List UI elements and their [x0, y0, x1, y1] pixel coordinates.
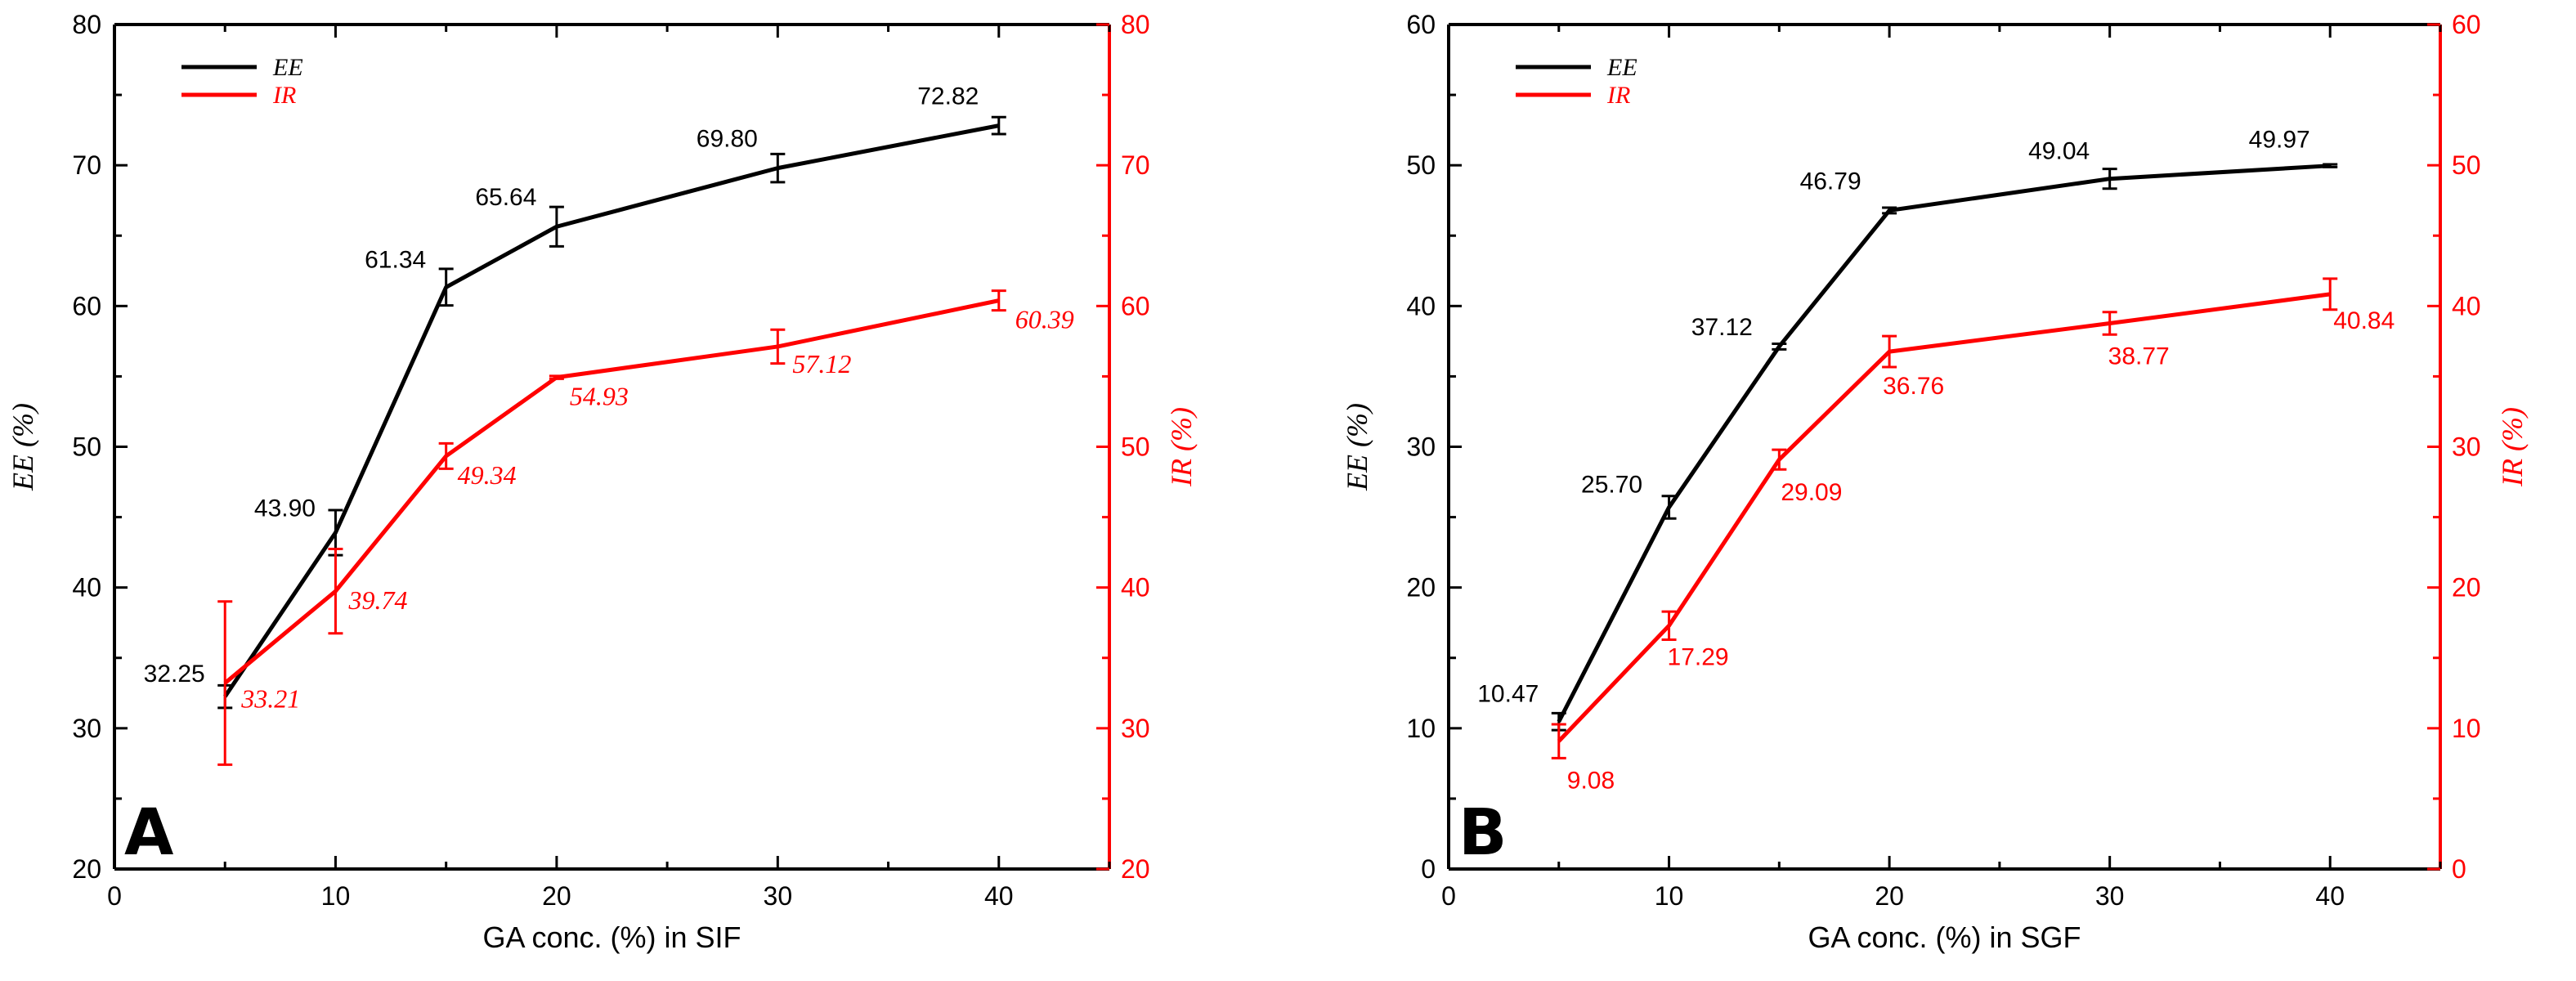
y-tick-label-left: 60: [1406, 10, 1436, 39]
data-label-ir: 33.21: [240, 684, 300, 714]
y-tick-label-right: 20: [1121, 854, 1150, 884]
y-axis-title-right: IR (%): [2496, 407, 2529, 487]
y-axis-title-left: EE (%): [1341, 403, 1373, 491]
y-tick-label-right: 30: [1121, 714, 1150, 743]
data-label-ir: 29.09: [1781, 479, 1842, 506]
y-tick-label-right: 20: [2452, 573, 2481, 602]
y-tick-label-left: 10: [1406, 714, 1436, 743]
y-tick-label-right: 30: [2452, 432, 2481, 462]
y-tick-label-right: 50: [2452, 150, 2481, 180]
legend-label-ir: IR: [1606, 82, 1630, 109]
y-tick-label-right: 10: [2452, 714, 2481, 743]
panel-b: 0 10 20 30 40 0 10 20 30 40 50 60 0 10 20 30 40 50 60 GA co…: [1341, 10, 2529, 954]
y-tick-label-right: 60: [1121, 291, 1150, 320]
series-line-ee: [1557, 164, 2331, 723]
panel-letter: B: [1458, 796, 1507, 870]
y-tick-label-left: 50: [1406, 150, 1436, 180]
y-tick-label-left: 30: [72, 714, 101, 743]
data-label-ee: 49.04: [2028, 138, 2090, 165]
series-line-ir: [223, 298, 1000, 685]
data-label-ir: 54.93: [570, 382, 629, 411]
data-label-ir: 17.29: [1668, 643, 1729, 670]
panel-letter: A: [124, 796, 173, 870]
x-tick-label: 30: [764, 881, 793, 911]
y-tick-label-right: 40: [1121, 573, 1150, 602]
data-label-ee: 32.25: [144, 661, 205, 688]
y-tick-label-left: 40: [72, 573, 101, 602]
x-tick-label: 30: [2095, 881, 2125, 911]
x-tick-label: 0: [107, 881, 122, 911]
x-tick-label: 0: [1441, 881, 1456, 911]
legend-label-ir: IR: [272, 82, 296, 109]
y-tick-label-left: 30: [1406, 432, 1436, 462]
y-tick-label-left: 20: [72, 854, 101, 884]
x-tick-label: 40: [984, 881, 1014, 911]
data-label-ee: 69.80: [697, 126, 758, 153]
x-axis-title: GA conc. (%) in SGF: [1808, 921, 2081, 954]
y-tick-label-left: 40: [1406, 291, 1436, 320]
y-axis-title-right: IR (%): [1165, 407, 1198, 487]
panel-a: 0 10 20 30 40 20 30 40 50 60 70 80 20 30 40 50 60 70 80 GA …: [7, 10, 1198, 954]
y-tick-label-left: 60: [72, 291, 101, 320]
y-tick-label-left: 0: [1421, 854, 1436, 884]
data-label-ee: 25.70: [1581, 472, 1642, 499]
data-label-ir: 9.08: [1567, 768, 1615, 795]
data-label-ee: 46.79: [1800, 168, 1861, 195]
data-label-ir: 36.76: [1883, 373, 1944, 400]
y-tick-label-right: 80: [1121, 10, 1150, 39]
series-line-ee: [223, 123, 1000, 698]
data-label-ir: 60.39: [1015, 305, 1074, 334]
x-tick-label: 10: [1655, 881, 1684, 911]
x-axis-title: GA conc. (%) in SIF: [482, 921, 741, 954]
x-tick-label: 10: [321, 881, 351, 911]
series-line-ir: [1557, 292, 2331, 743]
legend-label-ee: EE: [1606, 54, 1637, 81]
data-label-ir: 40.84: [2333, 307, 2395, 334]
data-label-ir: 39.74: [347, 585, 407, 615]
x-tick-label: 20: [1875, 881, 1904, 911]
data-label-ir: 57.12: [792, 349, 851, 379]
y-tick-label-right: 60: [2452, 10, 2481, 39]
data-label-ir: 49.34: [458, 460, 517, 490]
data-label-ee: 65.64: [475, 184, 536, 211]
data-label-ee: 37.12: [1691, 314, 1753, 341]
x-tick-label: 20: [542, 881, 571, 911]
y-tick-label-left: 70: [72, 150, 101, 180]
y-tick-label-right: 50: [1121, 432, 1150, 462]
legend-label-ee: EE: [272, 54, 303, 81]
y-tick-label-right: 40: [2452, 291, 2481, 320]
y-tick-label-left: 20: [1406, 573, 1436, 602]
data-label-ee: 72.82: [917, 83, 979, 110]
data-label-ee: 61.34: [365, 246, 426, 273]
y-tick-label-right: 70: [1121, 150, 1150, 180]
y-tick-label-right: 0: [2452, 854, 2466, 884]
data-label-ee: 43.90: [254, 495, 316, 522]
data-label-ee: 10.47: [1477, 681, 1539, 708]
y-tick-label-left: 50: [72, 432, 101, 462]
x-tick-label: 40: [2315, 881, 2345, 911]
y-axis-title-left: EE (%): [7, 403, 39, 491]
data-label-ee: 49.97: [2249, 127, 2310, 154]
y-tick-label-left: 80: [72, 10, 101, 39]
data-label-ir: 38.77: [2108, 343, 2170, 370]
